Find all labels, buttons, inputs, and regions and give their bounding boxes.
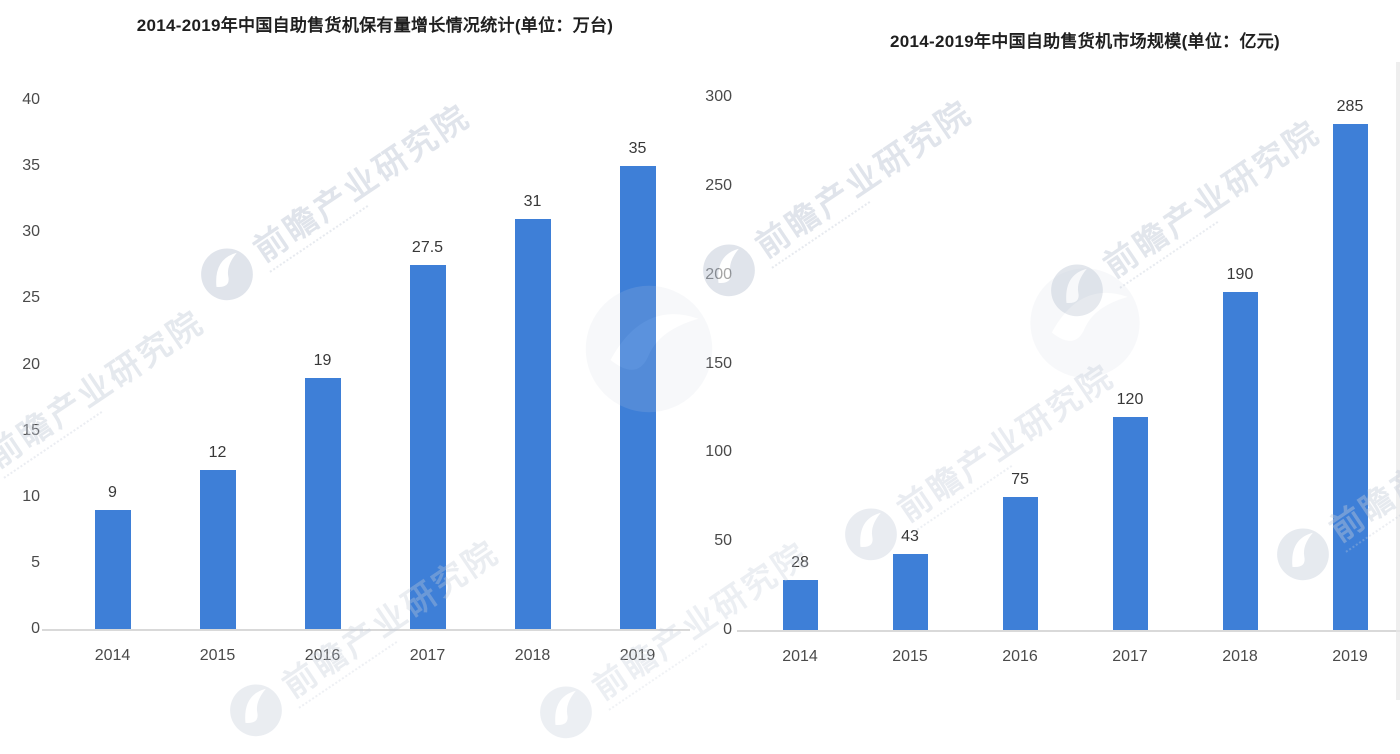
bar-value-label: 19 bbox=[313, 351, 332, 369]
x-axis-tick-label: 2019 bbox=[619, 647, 656, 664]
bar bbox=[782, 580, 818, 630]
chart-title: 2014-2019年中国自助售货机保有量增长情况统计(单位：万台) bbox=[136, 16, 614, 35]
holdings-bar-chart: 2014-2019年中国自助售货机保有量增长情况统计(单位：万台) 0 5 10 15… bbox=[0, 0, 690, 700]
x-axis-tick-label: 2018 bbox=[1222, 648, 1258, 665]
page-edge-shading bbox=[1396, 62, 1400, 700]
bar-value-label: 120 bbox=[1116, 390, 1144, 408]
bar bbox=[514, 219, 551, 629]
bar bbox=[199, 470, 236, 629]
y-axis-tick-label: 15 bbox=[22, 421, 40, 439]
y-axis-tick-label: 40 bbox=[22, 91, 40, 108]
x-axis-tick-label: 2017 bbox=[409, 647, 446, 664]
y-axis-tick-label: 5 bbox=[31, 553, 40, 571]
y-axis-tick-label: 150 bbox=[705, 354, 732, 372]
bar bbox=[304, 377, 341, 629]
x-axis-tick-label: 2017 bbox=[1112, 648, 1148, 665]
y-axis-tick-label: 250 bbox=[705, 176, 732, 194]
y-axis-tick-label: 0 bbox=[723, 621, 732, 638]
bar bbox=[1112, 416, 1148, 630]
x-axis-tick-label: 2016 bbox=[1002, 648, 1038, 665]
y-axis-tick-label: 0 bbox=[31, 620, 40, 637]
bar-value-label: 75 bbox=[1011, 470, 1029, 488]
bar bbox=[1332, 123, 1368, 630]
bar-value-label: 43 bbox=[901, 527, 919, 545]
y-axis-tick-label: 20 bbox=[22, 355, 40, 373]
bar bbox=[1222, 292, 1258, 630]
bar-value-label: 12 bbox=[208, 444, 227, 462]
x-axis-line bbox=[737, 630, 1400, 632]
bar-value-label: 31 bbox=[523, 193, 542, 211]
x-axis-line bbox=[42, 629, 690, 631]
bar-value-label: 285 bbox=[1336, 97, 1364, 115]
bar-value-label: 27.5 bbox=[411, 239, 444, 257]
bar-value-label: 9 bbox=[108, 483, 117, 501]
bar-value-label: 28 bbox=[791, 554, 809, 572]
x-axis-tick-label: 2015 bbox=[892, 648, 928, 665]
x-axis-tick-label: 2014 bbox=[94, 647, 131, 664]
market-size-bar-chart: 2014-2019年中国自助售货机市场规模(单位：亿元) 0 50 100 150 20… bbox=[690, 0, 1400, 700]
y-axis-tick-label: 300 bbox=[705, 88, 732, 105]
y-axis-tick-label: 100 bbox=[705, 443, 732, 461]
x-axis-tick-label: 2019 bbox=[1332, 648, 1368, 665]
bar bbox=[409, 265, 446, 629]
x-axis-tick-label: 2016 bbox=[304, 647, 341, 664]
bar-value-label: 190 bbox=[1226, 266, 1254, 284]
y-axis-tick-label: 25 bbox=[22, 289, 40, 307]
bar bbox=[892, 553, 928, 630]
y-axis-tick-label: 50 bbox=[714, 532, 732, 550]
chart-title: 2014-2019年中国自助售货机市场规模(单位：亿元) bbox=[889, 32, 1281, 51]
bar bbox=[619, 166, 656, 629]
bar bbox=[1002, 496, 1038, 630]
x-axis-tick-label: 2015 bbox=[199, 647, 236, 664]
y-axis-tick-label: 30 bbox=[22, 223, 40, 241]
y-axis-tick-label: 35 bbox=[22, 157, 40, 175]
bar-value-label: 35 bbox=[628, 140, 647, 158]
y-axis-tick-label: 200 bbox=[705, 265, 732, 283]
y-axis-tick-label: 10 bbox=[22, 487, 40, 505]
x-axis-tick-label: 2014 bbox=[782, 648, 818, 665]
x-axis-tick-label: 2018 bbox=[514, 647, 551, 664]
bar bbox=[94, 509, 131, 629]
